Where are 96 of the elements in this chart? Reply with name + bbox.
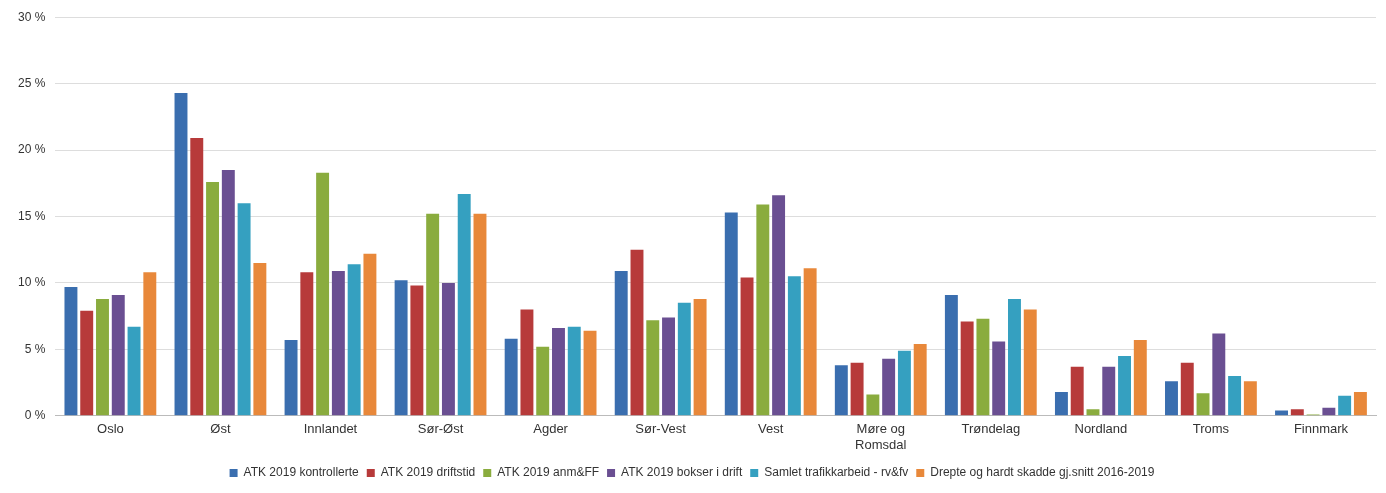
bar	[111, 294, 125, 416]
bar	[882, 358, 896, 416]
bar	[174, 92, 188, 416]
bar	[457, 193, 471, 416]
bar	[1086, 409, 1100, 416]
bar	[190, 138, 204, 416]
bar	[520, 309, 534, 416]
bar	[1228, 375, 1242, 416]
bar	[583, 330, 597, 416]
bar	[536, 346, 550, 416]
bar	[1054, 391, 1068, 416]
bar	[693, 298, 707, 416]
bar	[127, 326, 141, 416]
bar	[992, 341, 1006, 416]
y-tick-label: 0 %	[24, 408, 46, 423]
bar	[394, 280, 408, 416]
bar	[300, 272, 314, 416]
bar	[567, 326, 581, 416]
bar	[1133, 340, 1147, 416]
y-tick-label: 20 %	[17, 142, 46, 157]
legend-label: ATK 2019 kontrollerte	[243, 465, 360, 480]
bar	[504, 338, 518, 416]
y-tick-label: 10 %	[17, 275, 46, 290]
x-tick-label: Oslo	[97, 421, 124, 437]
x-tick-label: Sør-Vest	[635, 421, 687, 437]
x-tick-label: Vest	[758, 421, 784, 437]
bar	[724, 212, 738, 416]
bar	[253, 263, 267, 416]
y-tick-label: 30 %	[17, 9, 46, 24]
bar	[1196, 393, 1210, 416]
legend-label: ATK 2019 anm&FF	[497, 465, 600, 480]
bar	[1275, 410, 1288, 416]
bar	[1008, 298, 1021, 416]
bar	[473, 213, 487, 416]
bar	[787, 276, 801, 416]
bar	[221, 170, 235, 416]
bar	[363, 253, 377, 416]
y-tick-label: 15 %	[17, 208, 46, 223]
bar	[1290, 409, 1304, 416]
bar	[1212, 333, 1226, 416]
bar	[897, 350, 911, 416]
bar	[850, 362, 864, 416]
bar	[1322, 407, 1336, 416]
legend-label: Samlet trafikkarbeid - rv&fv	[764, 465, 909, 480]
x-tick-label: Troms	[1192, 421, 1230, 437]
bar	[143, 272, 157, 416]
bar	[740, 277, 754, 416]
x-tick-label: Møre og Romsdal	[855, 421, 907, 452]
bar	[913, 344, 927, 416]
x-tick-label: Finnmark	[1293, 421, 1349, 437]
bar	[331, 270, 345, 416]
x-tick-label: Agder	[533, 421, 569, 437]
bar	[1102, 366, 1116, 416]
bar	[316, 172, 330, 416]
x-tick-label: Nordland	[1074, 421, 1128, 437]
bar	[1070, 366, 1084, 416]
bar	[803, 268, 817, 416]
bar	[426, 213, 440, 416]
x-tick-label: Sør-Øst	[417, 421, 464, 437]
bar	[944, 294, 958, 416]
bar	[756, 204, 770, 416]
bar	[646, 320, 660, 416]
bar	[614, 270, 628, 416]
bar	[1353, 391, 1367, 416]
legend-label: ATK 2019 driftstid	[380, 465, 476, 480]
bar	[441, 282, 455, 416]
bar	[1338, 395, 1352, 416]
bar	[410, 285, 424, 416]
bar	[960, 321, 974, 416]
legend-label: ATK 2019 bokser i drift	[621, 465, 743, 480]
bar	[64, 286, 78, 416]
y-tick-label: 25 %	[17, 75, 46, 90]
bar	[1243, 381, 1257, 416]
bar	[206, 181, 220, 416]
bar	[834, 365, 848, 416]
bar	[677, 302, 691, 416]
bar	[1118, 356, 1131, 416]
legend-label: Drepte og hardt skadde gj.snitt 2016-2019	[930, 465, 1155, 480]
x-tick-label: Trøndelag	[961, 421, 1021, 437]
bar	[1023, 309, 1037, 416]
bar	[976, 318, 990, 416]
bar	[96, 298, 109, 416]
bar	[630, 249, 644, 416]
bar	[866, 394, 880, 416]
x-tick-label: Innlandet	[303, 421, 358, 437]
bar	[347, 264, 361, 416]
y-tick-label: 5 %	[24, 341, 46, 356]
bar	[772, 195, 786, 416]
bar	[552, 328, 565, 416]
bar	[1165, 381, 1178, 416]
bar	[284, 340, 298, 416]
bar	[662, 317, 675, 416]
bar	[1180, 362, 1194, 416]
bar	[237, 203, 251, 416]
x-tick-label: Øst	[210, 421, 231, 437]
bar	[80, 310, 94, 416]
